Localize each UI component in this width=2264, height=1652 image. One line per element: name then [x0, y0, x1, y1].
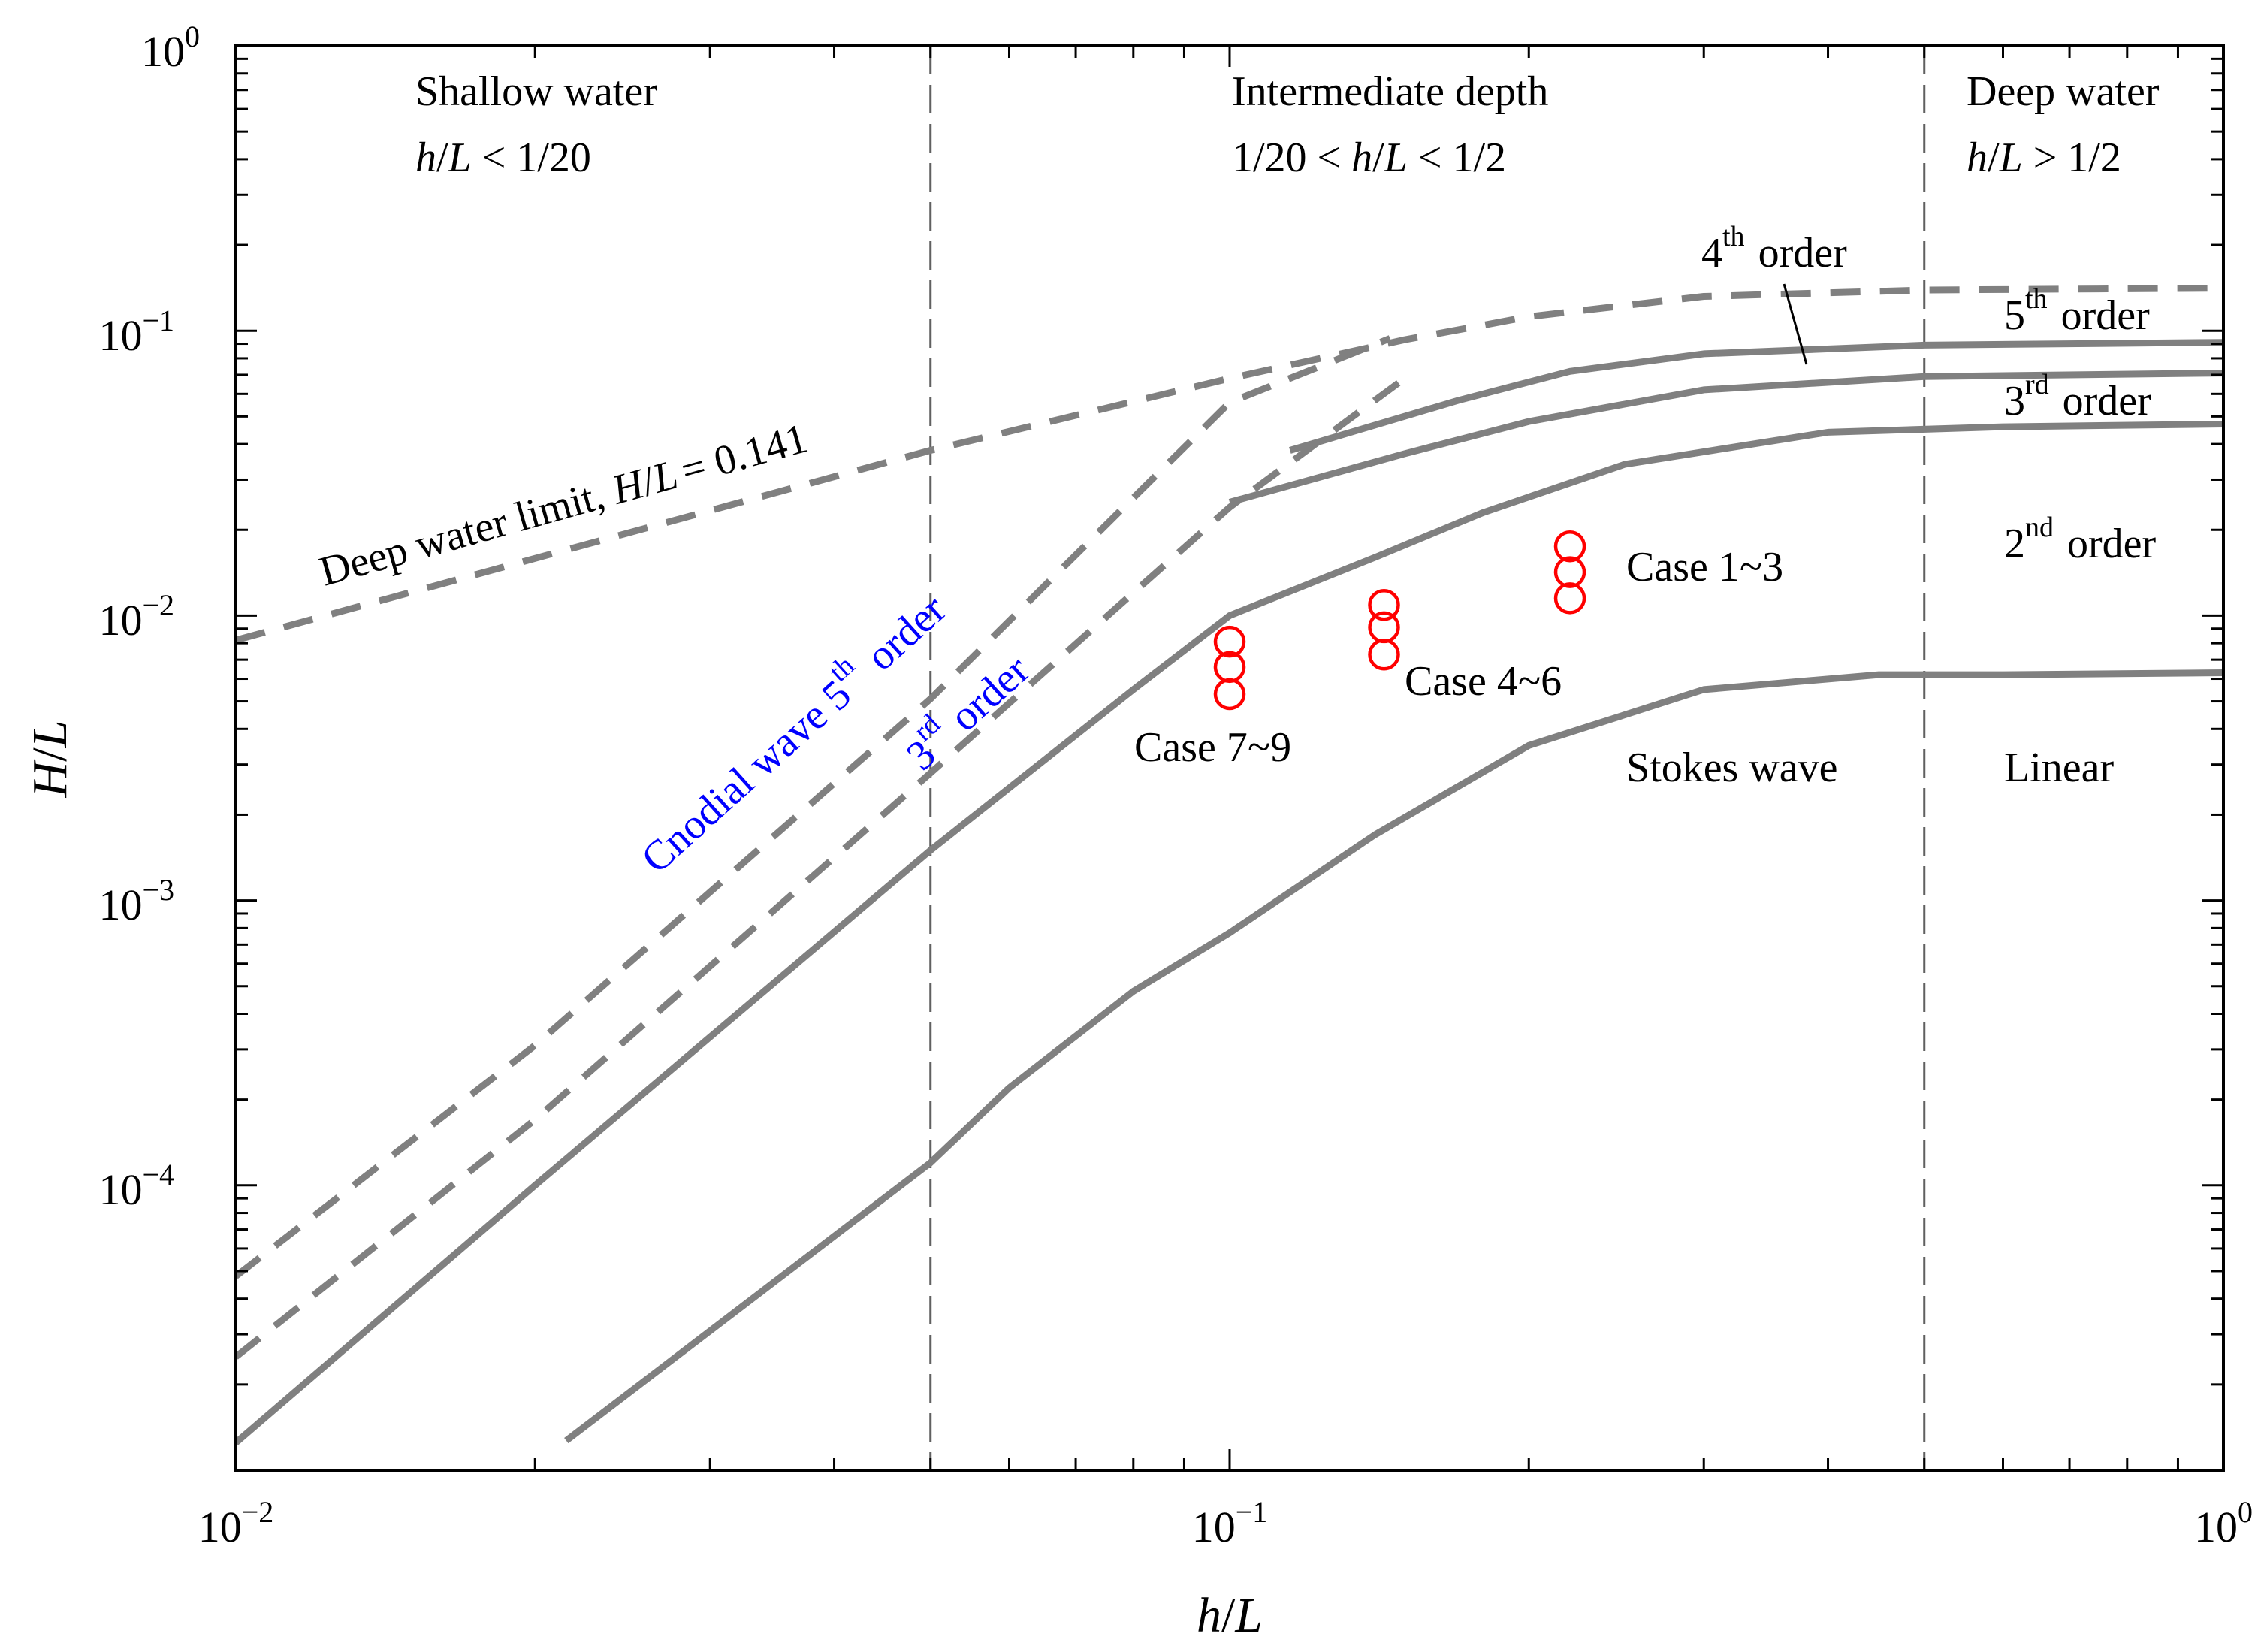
case-marker	[1213, 625, 1246, 658]
case-marker	[1553, 556, 1586, 588]
region-shallow-label: Shallow water h/L < 1/20	[415, 68, 657, 181]
order-3rd-label: 3rd order	[2004, 369, 2151, 424]
order-4th-leader-line	[1783, 283, 1808, 365]
case-marker	[1368, 611, 1400, 644]
svg-text:Shallow water: Shallow water	[415, 68, 657, 115]
case-1-3-label: Case 1~3	[1626, 544, 1783, 590]
svg-text:Intermediate depth: Intermediate depth	[1232, 68, 1548, 115]
curve-linear-stokes-boundary	[564, 669, 2224, 1444]
axis-ticks	[234, 46, 2223, 1472]
region-deep-label: Deep water h/L > 1/2	[1967, 68, 2160, 181]
case-7-9-label: Case 7~9	[1134, 724, 1291, 771]
order-4th-label: 4th order	[1701, 221, 1847, 276]
linear-label: Linear	[2004, 744, 2114, 791]
svg-text:Deep water: Deep water	[1967, 68, 2160, 115]
y-tick-label: 10−1	[98, 304, 174, 360]
y-tick-label: 10−3	[98, 873, 174, 929]
svg-text:h/L> 1/2: h/L > 1/2	[1967, 134, 2121, 181]
case-marker	[1368, 588, 1400, 621]
curve-3rd-4th-order-boundary	[1228, 370, 2224, 506]
x-tick-label: 100	[2194, 1495, 2253, 1551]
curve-cnoidal-5th-order-boundary	[234, 335, 1392, 1279]
cnoidal-5th-order-label: Cnodial wave 5thorder	[626, 579, 955, 883]
order-2nd-label: 2nd order	[2004, 512, 2157, 567]
y-axis-title: H/L	[23, 720, 77, 799]
x-axis-title: h/L	[1197, 1588, 1263, 1643]
curve-deep-water-limit	[234, 285, 2224, 644]
svg-text:1/20 <h/L< 1/2: 1/20 < h/L < 1/2	[1232, 134, 1506, 181]
region-boundary-lines	[929, 46, 1926, 1470]
y-tick-label: 10−4	[98, 1158, 174, 1214]
case-marker	[1213, 678, 1246, 711]
case-marker	[1368, 638, 1400, 671]
x-tick-label: 10−1	[1192, 1495, 1268, 1551]
curve-2nd-3rd-order-boundary	[234, 421, 2224, 1445]
curve-4th-5th-order-boundary	[1289, 339, 2224, 454]
order-5th-label: 5th order	[2004, 283, 2150, 339]
x-tick-labels: 10−2 10−1 100	[198, 1495, 2253, 1551]
case-markers-layer	[1213, 530, 1586, 711]
case-4-6-label: Case 4~6	[1405, 658, 1562, 705]
y-tick-labels: 10−4 10−3 10−2 10−1 100	[98, 20, 200, 1214]
y-tick-label: 10−2	[98, 588, 174, 645]
stokes-wave-label: Stokes wave	[1626, 744, 1838, 791]
svg-text:h/L< 1/20: h/L < 1/20	[415, 134, 591, 181]
case-marker	[1553, 530, 1586, 563]
y-tick-label: 100	[141, 20, 200, 76]
case-marker	[1553, 582, 1586, 615]
region-intermediate-label: Intermediate depth 1/20 < h/L < 1/2	[1232, 68, 1548, 181]
x-tick-label: 10−2	[198, 1495, 274, 1551]
curve-cnoidal-3rd-order-boundary	[234, 376, 1407, 1360]
curves-layer	[234, 285, 2224, 1445]
